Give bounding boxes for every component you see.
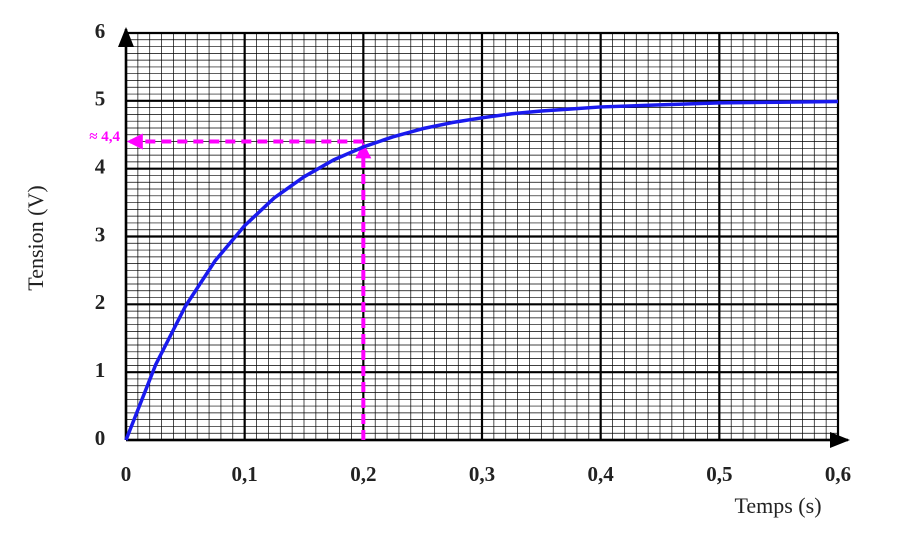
line-series — [124, 99, 839, 441]
y-tick-label: 0 — [95, 426, 106, 450]
x-tick-label: 0,5 — [706, 462, 732, 486]
x-tick-label: 0,6 — [825, 462, 851, 486]
y-tick-label: 5 — [95, 87, 106, 111]
y-tick-label: 3 — [95, 222, 106, 246]
x-tick-label: 0,1 — [232, 462, 258, 486]
x-tick-label: 0,2 — [350, 462, 376, 486]
annotation-label: ≈ 4,4 — [89, 129, 120, 145]
x-tick-label: 0,3 — [469, 462, 495, 486]
y-tick-label: 4 — [95, 154, 106, 178]
y-axis-label: Tension (V) — [23, 185, 48, 290]
plot-marks — [118, 27, 850, 448]
x-tick-label: 0,4 — [588, 462, 615, 486]
x-tick-label: 0 — [121, 462, 132, 486]
x-axis-label: Temps (s) — [734, 493, 821, 518]
y-tick-label: 6 — [95, 19, 106, 43]
y-tick-label: 2 — [95, 290, 106, 314]
y-tick-label: 1 — [95, 358, 106, 382]
